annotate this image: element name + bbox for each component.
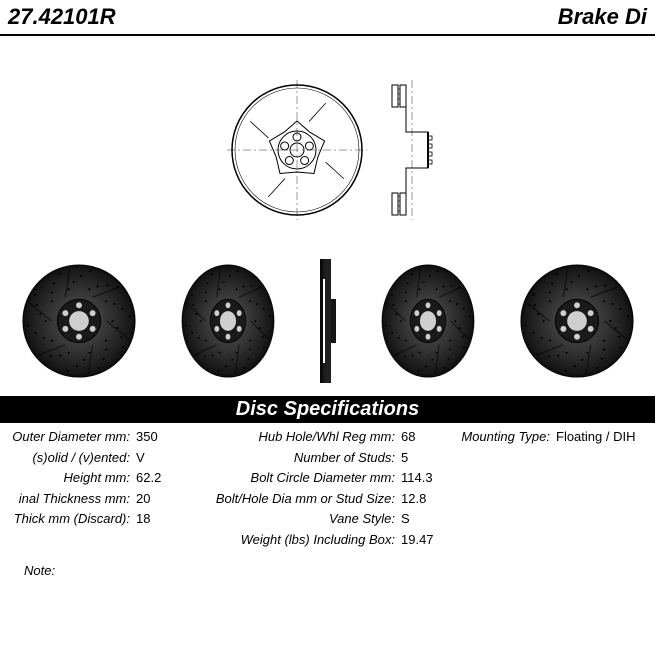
spec-label: Outer Diameter mm: — [6, 427, 136, 447]
note-row: Note: — [0, 549, 655, 578]
spec-row: Number of Studs:5 — [206, 448, 456, 468]
spec-value: S — [401, 509, 410, 529]
spec-label: Mounting Type: — [456, 427, 556, 447]
spec-label: inal Thickness mm: — [6, 489, 136, 509]
spec-label: (s)olid / (v)ented: — [6, 448, 136, 468]
spec-row: Weight (lbs) Including Box:19.47 — [206, 530, 456, 550]
spec-label: Number of Studs: — [206, 448, 401, 468]
spec-row: inal Thickness mm:20 — [6, 489, 206, 509]
spec-table: Outer Diameter mm:350(s)olid / (v)ented:… — [0, 423, 655, 549]
spec-column-left: Outer Diameter mm:350(s)olid / (v)ented:… — [6, 427, 206, 549]
rotor-photo-front-2 — [518, 262, 636, 380]
spec-value: 12.8 — [401, 489, 426, 509]
spec-row: Hub Hole/Whl Reg mm:68 — [206, 427, 456, 447]
rotor-photo-angle-1 — [169, 262, 287, 380]
spec-value: 68 — [401, 427, 415, 447]
spec-row: Thick mm (Discard):18 — [6, 509, 206, 529]
part-number: 27.42101R — [8, 4, 116, 30]
spec-row: Bolt Circle Diameter mm:114.3 — [206, 468, 456, 488]
spec-value: 5 — [401, 448, 408, 468]
spec-row: Mounting Type:Floating / DIH — [456, 427, 646, 447]
spec-label: Bolt Circle Diameter mm: — [206, 468, 401, 488]
spec-value: 20 — [136, 489, 150, 509]
spec-label: Thick mm (Discard): — [6, 509, 136, 529]
spec-row: Vane Style:S — [206, 509, 456, 529]
spec-column-right: Mounting Type:Floating / DIH — [456, 427, 646, 549]
spec-row: Bolt/Hole Dia mm or Stud Size:12.8 — [206, 489, 456, 509]
spec-row: Height mm:62.2 — [6, 468, 206, 488]
header-title: Brake Di — [558, 4, 647, 30]
spec-label: Vane Style: — [206, 509, 401, 529]
spec-value: V — [136, 448, 145, 468]
spec-value: 62.2 — [136, 468, 161, 488]
spec-value: 18 — [136, 509, 150, 529]
rotor-photo-front-1 — [20, 262, 138, 380]
spec-column-middle: Hub Hole/Whl Reg mm:68Number of Studs:5B… — [206, 427, 456, 549]
product-photo-row — [0, 246, 655, 396]
header-bar: 27.42101R Brake Di — [0, 0, 655, 36]
spec-title-bar: Disc Specifications — [0, 396, 655, 423]
spec-row: Outer Diameter mm:350 — [6, 427, 206, 447]
note-label: Note: — [24, 563, 55, 578]
rotor-photo-side — [318, 256, 338, 386]
spec-value: Floating / DIH — [556, 427, 635, 447]
spec-label: Hub Hole/Whl Reg mm: — [206, 427, 401, 447]
spec-value: 114.3 — [401, 468, 433, 488]
spec-row: (s)olid / (v)ented:V — [6, 448, 206, 468]
spec-label: Bolt/Hole Dia mm or Stud Size: — [206, 489, 401, 509]
rotor-front-line-drawing — [222, 75, 372, 225]
spec-value: 19.47 — [401, 530, 434, 550]
rotor-photo-angle-2 — [369, 262, 487, 380]
spec-label: Weight (lbs) Including Box: — [206, 530, 401, 550]
spec-value: 350 — [136, 427, 158, 447]
spec-label: Height mm: — [6, 468, 136, 488]
rotor-side-line-drawing — [390, 75, 434, 225]
line-drawing-area — [0, 36, 655, 246]
